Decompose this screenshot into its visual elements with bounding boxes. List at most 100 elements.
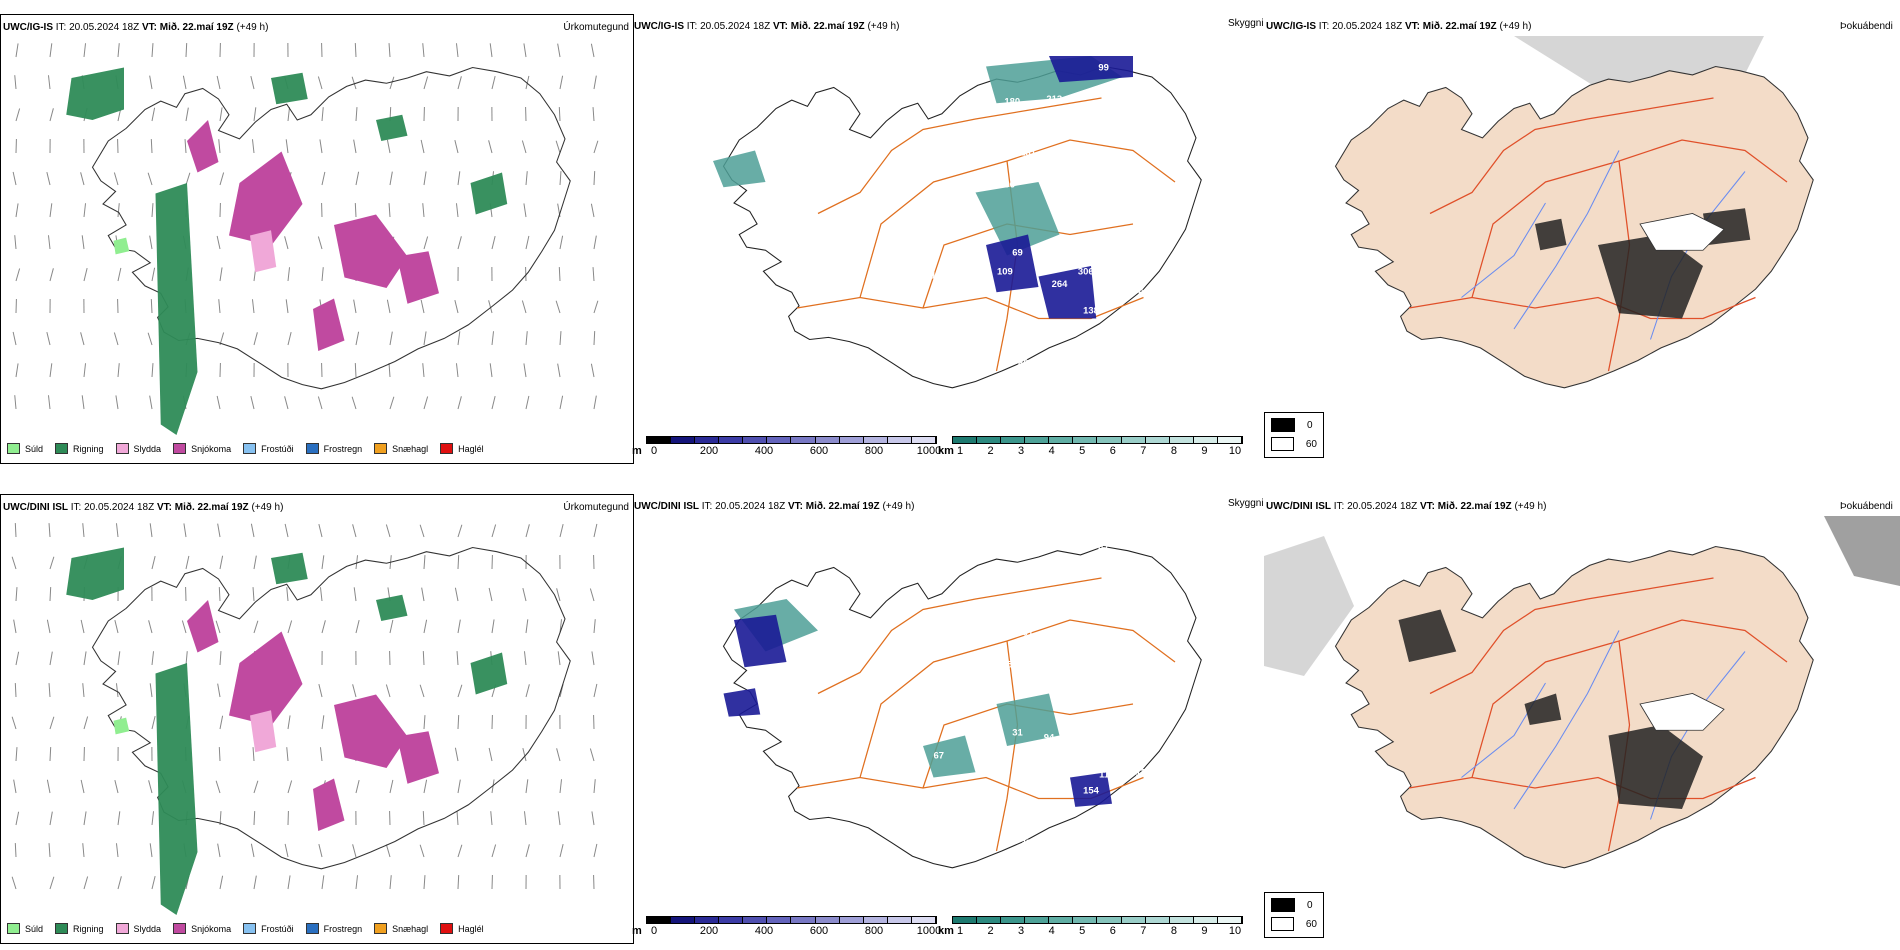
- visibility-scale-km-0: km 1 2 3 4 5 6 7 8 9 10: [938, 436, 1243, 460]
- visibility-value-label: 73: [983, 384, 994, 395]
- wind-barb-icon: [385, 524, 391, 538]
- wind-barb-icon: [219, 555, 224, 570]
- visibility-value-label: 364: [1041, 253, 1057, 264]
- visibility-value-label: 75: [1002, 659, 1013, 670]
- snow-area: [313, 298, 345, 351]
- it-label: IT:: [70, 502, 82, 513]
- visibility-value-label: 181: [1020, 148, 1036, 159]
- wind-barb-icon: [389, 331, 393, 346]
- vt-value: Mið. 22.maí 19Z: [174, 502, 249, 513]
- visibility-title-0: UWC/IG-IS IT: 20.05.2024 18Z VT: Mið. 22…: [634, 21, 899, 32]
- legend-swatch: [173, 923, 187, 934]
- fog-area: [1598, 234, 1703, 319]
- wind-barb-icon: [284, 843, 289, 858]
- wind-barb-icon: [287, 620, 293, 634]
- wind-barb-icon: [423, 715, 426, 730]
- it-label: IT:: [701, 501, 713, 512]
- colorbar-tick-label: 800: [864, 925, 884, 937]
- vt-label: VT:: [156, 502, 172, 513]
- wind-barb-icon: [525, 684, 530, 698]
- wind-barb-icon: [556, 748, 561, 762]
- visibility-map-0: 99 180 213 189 181 396 69 364 109 264 306 107 142138…: [713, 56, 1202, 397]
- wind-barb-icon: [14, 843, 17, 858]
- colorbar-segment: [1169, 437, 1194, 443]
- colorbar-segment: [695, 917, 720, 923]
- fog-key-row: 60: [1271, 917, 1317, 931]
- colorbar-segment: [743, 917, 768, 923]
- wind-barb-icon: [49, 651, 53, 666]
- colorbar-segment: [719, 917, 744, 923]
- colorbar-segment: [1145, 437, 1170, 443]
- wind-barb-icon: [593, 619, 596, 634]
- snow-area: [229, 631, 303, 726]
- glacier-area: [1639, 213, 1725, 251]
- legend-swatch: [440, 923, 454, 934]
- wind-barb-icon: [250, 395, 255, 410]
- wind-barb-icon: [15, 268, 21, 282]
- wind-barb-icon: [287, 331, 292, 346]
- row-1: UWC/DINI ISL IT: 20.05.2024 18Z VT: Mið.…: [0, 480, 1900, 950]
- wind-barb-icon: [592, 267, 595, 282]
- coastline: [722, 545, 1202, 869]
- precip-name-1: Úrkomutegund: [563, 502, 629, 513]
- wind-barb-icon: [183, 523, 187, 538]
- wind-barb-icon: [355, 171, 360, 186]
- wind-barb-icon: [456, 811, 459, 826]
- wind-barb-icon: [559, 171, 562, 186]
- it-value: 20.05.2024 18Z: [715, 501, 786, 512]
- legend-label: Snjókoma: [191, 923, 232, 934]
- wind-barb-icon: [11, 716, 17, 730]
- wind-barb-icon: [82, 523, 85, 538]
- wind-barb-icon: [12, 171, 17, 186]
- legend-item: Súld: [7, 923, 43, 934]
- colorbar-tick-label: 600: [809, 445, 829, 457]
- wind-barb-icon: [151, 555, 156, 570]
- wind-barb-icon: [321, 715, 325, 730]
- wind-barb-icon: [218, 747, 221, 762]
- wind-barb-icon: [219, 875, 224, 890]
- colorbar-segment: [791, 917, 816, 923]
- visibility-value-label: 63: [1007, 576, 1018, 587]
- colorbar-segment: [1217, 437, 1242, 443]
- colorbar-segment: [887, 917, 912, 923]
- legend-item: Frostúði: [243, 923, 294, 934]
- wind-barb-icon: [423, 236, 429, 250]
- wind-barb-icon: [389, 396, 395, 410]
- visibility-value-label: 119: [1099, 770, 1114, 781]
- wind-barb-icon: [83, 716, 89, 730]
- wind-barb-icon: [46, 331, 51, 346]
- wind-barb-icon: [488, 587, 493, 602]
- wind-barb-icon: [559, 75, 564, 90]
- wind-barb-icon: [559, 331, 562, 346]
- wind-barb-icon: [491, 395, 496, 410]
- wind-barb-icon: [455, 203, 459, 218]
- wind-barb-icon: [15, 43, 19, 58]
- wind-barb-icon: [185, 172, 191, 186]
- land-area: [1334, 65, 1814, 389]
- fog-title-1: UWC/DINI ISL IT: 20.05.2024 18Z VT: Mið.…: [1266, 501, 1546, 512]
- wind-barb-icon: [46, 619, 51, 634]
- wind-barb-icon: [321, 107, 324, 122]
- it-label: IT:: [1318, 21, 1330, 32]
- wind-barb-icon: [454, 587, 459, 602]
- wind-barb-icon: [83, 811, 87, 826]
- colorbar-segment: [839, 437, 864, 443]
- visibility-value-label: 39: [1021, 838, 1032, 849]
- wind-barb-icon: [215, 620, 221, 634]
- wind-barb-icon: [523, 811, 527, 826]
- colorbar-segment: [1097, 917, 1122, 923]
- road: [995, 640, 1019, 852]
- rain-area: [271, 72, 308, 105]
- wind-barb-icon: [317, 396, 323, 410]
- wind-barb-icon: [558, 107, 561, 122]
- wind-barb-icon: [151, 715, 156, 730]
- legend-item: Rigning: [55, 923, 104, 934]
- iceland-group: [1334, 545, 1814, 869]
- legend-swatch: [305, 443, 319, 454]
- visibility-value-label: 264: [1052, 279, 1068, 290]
- wind-barb-icon: [184, 139, 187, 154]
- wind-barb-icon: [151, 107, 156, 122]
- wind-barb-icon: [557, 363, 561, 378]
- colorbar-segment: [1217, 917, 1242, 923]
